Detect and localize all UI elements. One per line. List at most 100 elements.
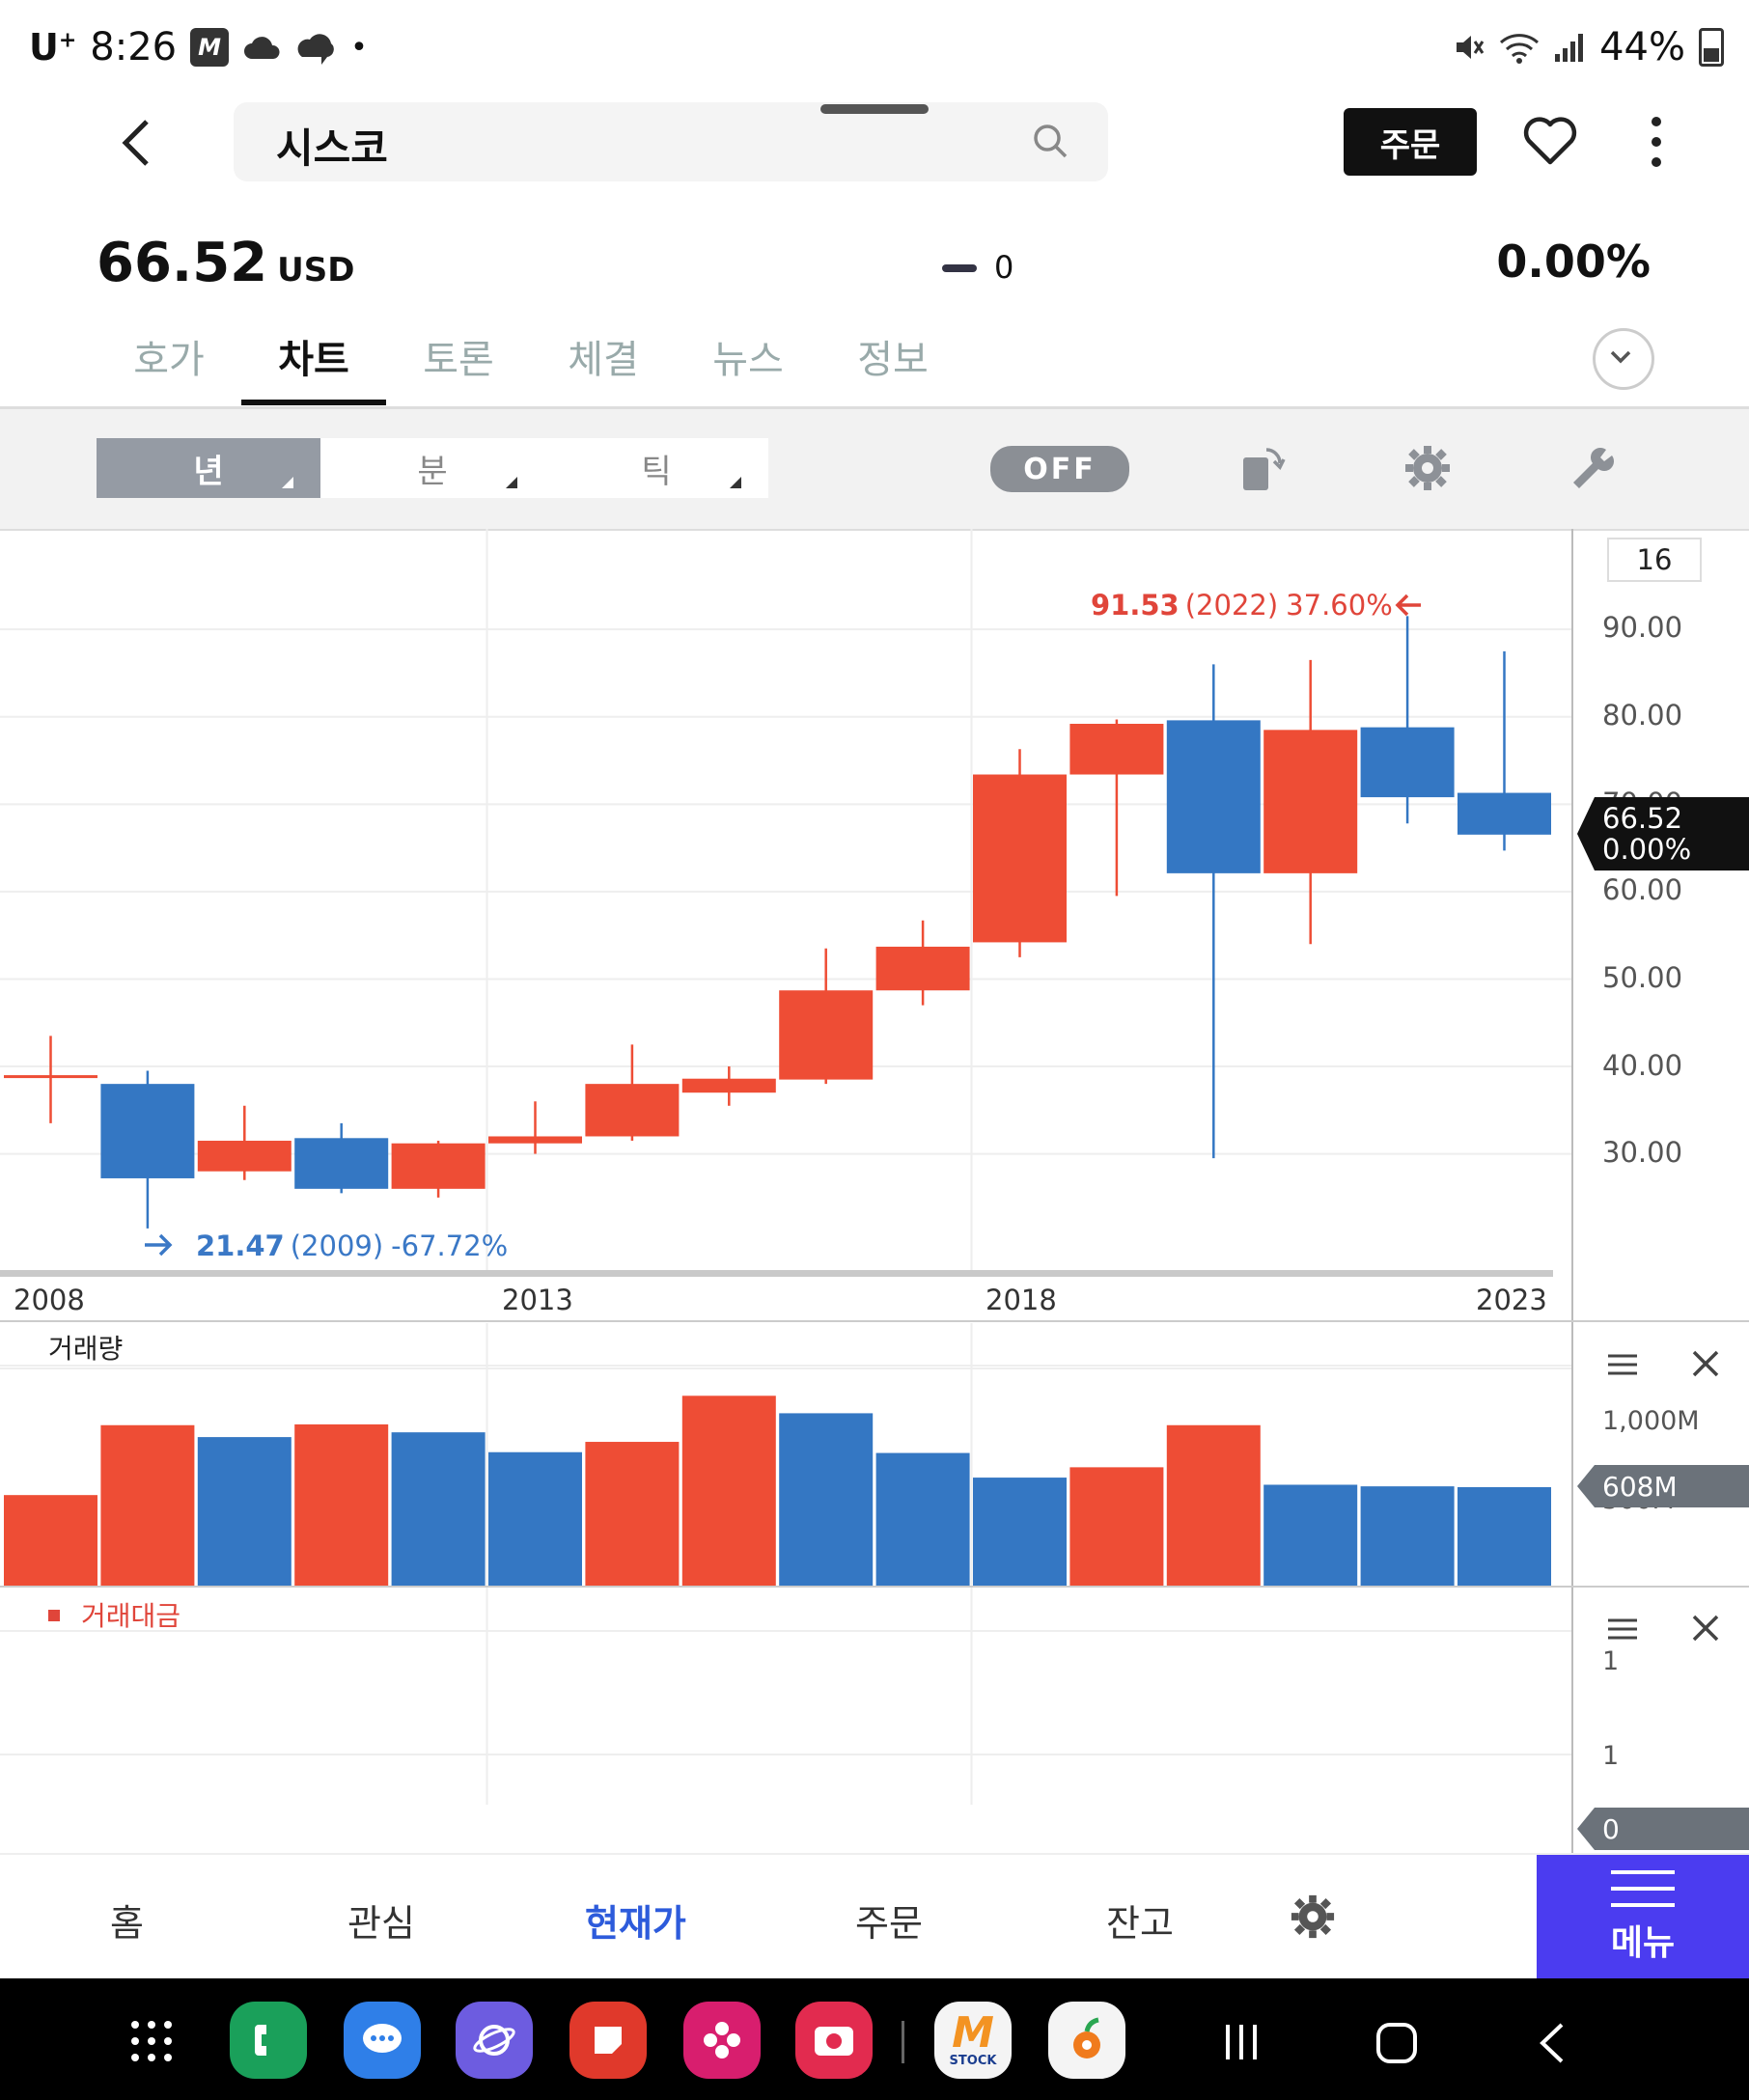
search-icon[interactable] <box>1031 122 1069 160</box>
back-icon[interactable] <box>1535 2021 1569 2065</box>
volume-pane-title: 거래량 <box>48 1333 123 1365</box>
volume-bar <box>779 1413 874 1586</box>
dot-indicator: • <box>350 30 368 65</box>
tab-discussion[interactable]: 토론 <box>423 338 494 382</box>
menu-button[interactable]: 메뉴 <box>1537 1855 1749 1980</box>
x-tick-label: 2023 <box>1476 1284 1547 1316</box>
candle-body <box>197 1141 292 1172</box>
detail-tabs: 호가 차트 토론 체결 뉴스 정보 <box>97 318 965 405</box>
mute-icon <box>1457 36 1485 59</box>
camera-app-icon[interactable] <box>795 2002 873 2079</box>
volume-y-tick: 1,000M <box>1602 1406 1700 1436</box>
app-drawer-icon[interactable] <box>129 2019 174 2063</box>
high-arrow-icon <box>1395 594 1421 617</box>
trading-value-current-tag-value: 0 <box>1602 1813 1620 1845</box>
volume-bar <box>1263 1484 1358 1586</box>
price-change-percent: 0.00% <box>1496 235 1651 288</box>
y-tick-label: 90.00 <box>1602 611 1682 644</box>
tab-info[interactable]: 정보 <box>857 338 929 382</box>
candle-body <box>973 774 1067 943</box>
candlestick-series <box>4 616 1551 1229</box>
status-bar: U+ 8:26 M • 44% <box>0 0 1749 97</box>
candle-body <box>1458 792 1551 835</box>
recent-apps-icon[interactable] <box>1220 2021 1263 2063</box>
volume-bar <box>4 1495 97 1586</box>
android-navigation-bar: M STOCK <box>0 1978 1749 2100</box>
interval-count: 16 <box>1637 543 1673 576</box>
notes-app-icon[interactable] <box>569 2002 647 2079</box>
more-options-icon[interactable] <box>1647 116 1666 168</box>
x-tick-label: 2018 <box>986 1284 1057 1316</box>
dropdown-triangle-icon <box>730 477 741 488</box>
carrot-app-icon[interactable] <box>1048 2002 1125 2079</box>
candle-body <box>1069 723 1164 775</box>
chart-scrollbar[interactable] <box>0 1270 1553 1277</box>
chart-toggle-off-button[interactable]: OFF <box>990 446 1129 492</box>
volume-pane-close-icon[interactable] <box>1692 1350 1719 1377</box>
tools-wrench-icon[interactable] <box>1568 444 1616 492</box>
trading-value-pane-menu-icon[interactable] <box>1608 1618 1637 1640</box>
gallery-app-icon[interactable] <box>683 2002 761 2079</box>
nav-current-price[interactable]: 현재가 <box>585 1902 686 1945</box>
phone-app-icon[interactable] <box>230 2002 307 2079</box>
trading-value-pane-title: 거래대금 <box>81 1600 180 1632</box>
period-year-button[interactable]: 년 <box>97 438 320 498</box>
trading-value-pane-close-icon[interactable] <box>1692 1615 1719 1642</box>
nav-order[interactable]: 주문 <box>855 1902 923 1945</box>
x-tick-label: 2008 <box>14 1284 85 1316</box>
x-tick-label: 2013 <box>502 1284 573 1316</box>
low-annotation: 21.47 (2009) -67.72% <box>196 1230 508 1262</box>
heart-icon[interactable] <box>1523 116 1577 166</box>
volume-current-tag-value: 608M <box>1602 1471 1678 1503</box>
chart-grid <box>0 529 1572 1805</box>
mstock-app-icon[interactable]: M STOCK <box>934 2002 1012 2079</box>
settings-gear-icon[interactable] <box>1403 444 1452 492</box>
tab-chart[interactable]: 차트 <box>241 318 386 405</box>
y-tick-label: 50.00 <box>1602 961 1682 994</box>
cloud-icon <box>244 37 280 59</box>
candle-body <box>391 1143 486 1189</box>
home-icon[interactable] <box>1374 2021 1419 2065</box>
drag-handle[interactable] <box>820 104 929 114</box>
period-minute-button[interactable]: 분 <box>320 438 544 498</box>
high-annotation: 91.53 (2022) 37.60% <box>1091 589 1393 622</box>
nav-settings-gear-icon[interactable] <box>1290 1893 1336 1940</box>
volume-bar <box>681 1395 776 1586</box>
period-tick-button[interactable]: 틱 <box>544 438 768 498</box>
tab-trades[interactable]: 체결 <box>568 338 639 382</box>
current-price: 66.52 USD <box>97 232 355 294</box>
current-price-tag-value: 66.52 <box>1602 802 1682 835</box>
volume-bar <box>197 1437 292 1586</box>
rotate-screen-icon[interactable] <box>1239 444 1288 492</box>
search-bar[interactable]: 시스코 <box>234 102 1108 181</box>
internet-app-icon[interactable] <box>456 2002 533 2079</box>
nav-watchlist[interactable]: 관심 <box>347 1902 415 1945</box>
volume-bar <box>1360 1486 1455 1586</box>
tab-orderbook[interactable]: 호가 <box>133 338 205 382</box>
candle-body <box>1360 727 1455 798</box>
expand-tabs-button[interactable] <box>1593 328 1654 390</box>
nav-home[interactable]: 홈 <box>110 1902 144 1945</box>
candle-body <box>294 1138 389 1189</box>
volume-bar <box>1166 1424 1261 1586</box>
current-price-tag-pct: 0.00% <box>1602 833 1691 866</box>
y-tick-label: 30.00 <box>1602 1136 1682 1169</box>
order-button[interactable]: 주문 <box>1344 108 1477 176</box>
tabs-divider <box>0 406 1749 409</box>
volume-bar <box>1458 1486 1551 1586</box>
tab-news[interactable]: 뉴스 <box>712 338 784 382</box>
dock-divider <box>902 2021 904 2063</box>
stock-chart[interactable]: 2008 2013 2018 2023 16 90.00 80.00 70.00… <box>0 529 1749 1853</box>
candle-body <box>1166 720 1261 873</box>
trading-value-current-tag <box>1577 1808 1749 1850</box>
interval-count-box[interactable] <box>1607 538 1702 582</box>
back-arrow-icon[interactable] <box>108 114 166 172</box>
volume-bar <box>585 1442 680 1586</box>
trading-value-y-tick: 1 <box>1602 1646 1619 1676</box>
messages-app-icon[interactable] <box>344 2002 421 2079</box>
candle-body <box>1263 730 1358 873</box>
chevron-down-icon <box>1610 350 1631 364</box>
volume-pane-menu-icon[interactable] <box>1608 1354 1637 1375</box>
candle-body <box>488 1136 582 1144</box>
nav-balance[interactable]: 잔고 <box>1106 1902 1174 1945</box>
